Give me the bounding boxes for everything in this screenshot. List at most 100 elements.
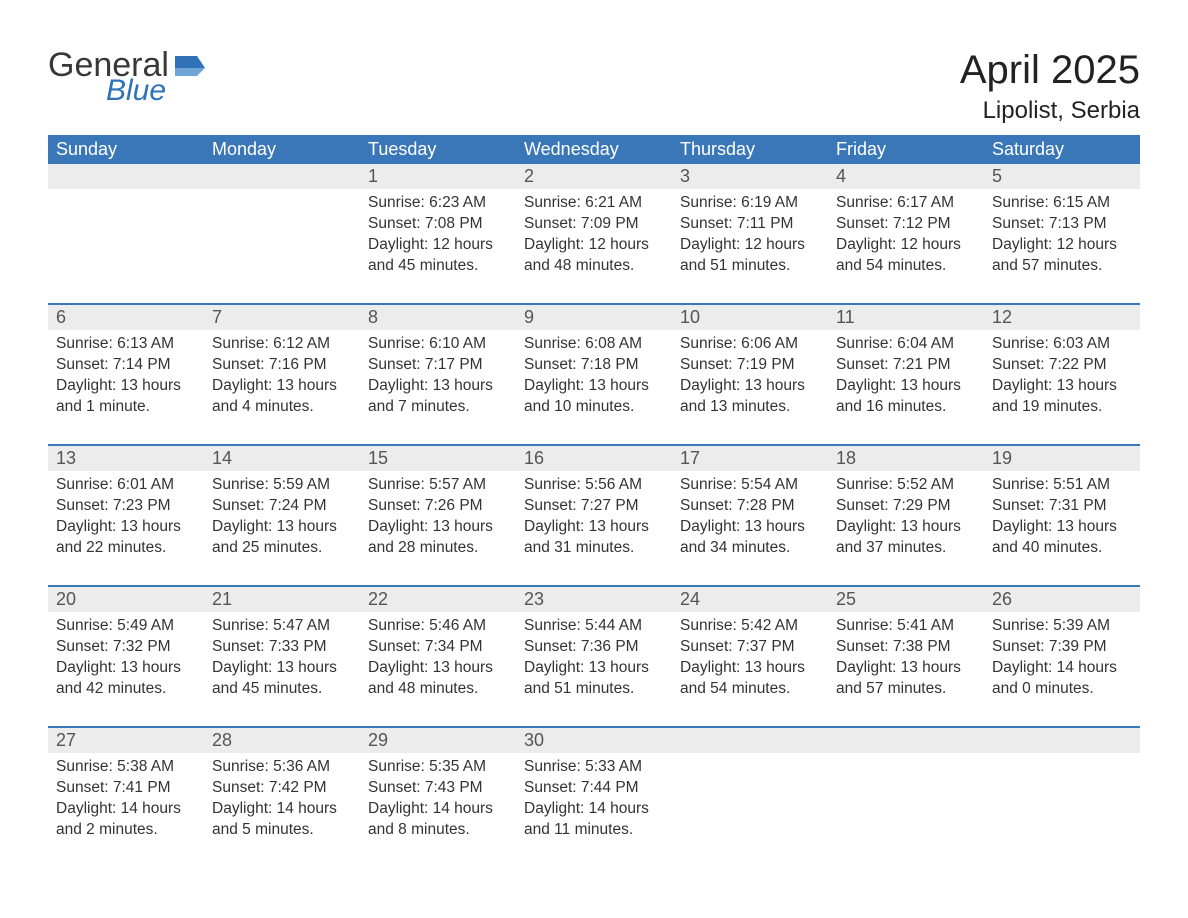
day-number: 25 xyxy=(828,587,984,612)
day-number: 21 xyxy=(204,587,360,612)
weekday-header: Monday xyxy=(204,135,360,164)
sunrise-line: Sunrise: 5:49 AM xyxy=(56,616,196,637)
day-number: 28 xyxy=(204,728,360,753)
weekday-header: Saturday xyxy=(984,135,1140,164)
day-number: 5 xyxy=(984,164,1140,189)
title-block: April 2025 Lipolist, Serbia xyxy=(960,48,1140,125)
day-number: 18 xyxy=(828,446,984,471)
daylight-line: Daylight: 13 hours and 28 minutes. xyxy=(368,517,508,559)
day-number xyxy=(984,728,1140,753)
logo: General Blue xyxy=(48,48,205,108)
calendar-cell: Sunrise: 6:10 AMSunset: 7:17 PMDaylight:… xyxy=(360,330,516,430)
daylight-line: Daylight: 13 hours and 10 minutes. xyxy=(524,376,664,418)
calendar-cell: Sunrise: 5:36 AMSunset: 7:42 PMDaylight:… xyxy=(204,753,360,853)
day-number: 24 xyxy=(672,587,828,612)
day-number: 12 xyxy=(984,305,1140,330)
sunset-line: Sunset: 7:32 PM xyxy=(56,637,196,658)
calendar-cell: Sunrise: 5:52 AMSunset: 7:29 PMDaylight:… xyxy=(828,471,984,571)
sunrise-line: Sunrise: 6:13 AM xyxy=(56,334,196,355)
sunrise-line: Sunrise: 5:54 AM xyxy=(680,475,820,496)
sunrise-line: Sunrise: 6:23 AM xyxy=(368,193,508,214)
day-number xyxy=(672,728,828,753)
calendar-cell: Sunrise: 5:49 AMSunset: 7:32 PMDaylight:… xyxy=(48,612,204,712)
calendar-cell: Sunrise: 5:51 AMSunset: 7:31 PMDaylight:… xyxy=(984,471,1140,571)
day-number: 20 xyxy=(48,587,204,612)
sunrise-line: Sunrise: 6:12 AM xyxy=(212,334,352,355)
sunrise-line: Sunrise: 5:47 AM xyxy=(212,616,352,637)
daylight-line: Daylight: 12 hours and 57 minutes. xyxy=(992,235,1132,277)
sunrise-line: Sunrise: 5:39 AM xyxy=(992,616,1132,637)
calendar-cell xyxy=(672,753,828,853)
day-number: 14 xyxy=(204,446,360,471)
sunrise-line: Sunrise: 6:03 AM xyxy=(992,334,1132,355)
calendar-cell: Sunrise: 5:38 AMSunset: 7:41 PMDaylight:… xyxy=(48,753,204,853)
day-number: 26 xyxy=(984,587,1140,612)
weekday-header: Wednesday xyxy=(516,135,672,164)
sunrise-line: Sunrise: 6:04 AM xyxy=(836,334,976,355)
sunset-line: Sunset: 7:29 PM xyxy=(836,496,976,517)
sunset-line: Sunset: 7:34 PM xyxy=(368,637,508,658)
day-number: 7 xyxy=(204,305,360,330)
calendar-cell: Sunrise: 6:21 AMSunset: 7:09 PMDaylight:… xyxy=(516,189,672,289)
sunset-line: Sunset: 7:21 PM xyxy=(836,355,976,376)
daylight-line: Daylight: 13 hours and 25 minutes. xyxy=(212,517,352,559)
day-number: 13 xyxy=(48,446,204,471)
daylight-line: Daylight: 14 hours and 5 minutes. xyxy=(212,799,352,841)
sunset-line: Sunset: 7:28 PM xyxy=(680,496,820,517)
day-number: 27 xyxy=(48,728,204,753)
calendar-week: 27282930Sunrise: 5:38 AMSunset: 7:41 PMD… xyxy=(48,726,1140,853)
day-number-row: 6789101112 xyxy=(48,305,1140,330)
day-number: 9 xyxy=(516,305,672,330)
day-number-row: 12345 xyxy=(48,164,1140,189)
daylight-line: Daylight: 13 hours and 7 minutes. xyxy=(368,376,508,418)
day-number: 15 xyxy=(360,446,516,471)
calendar-cell: Sunrise: 5:35 AMSunset: 7:43 PMDaylight:… xyxy=(360,753,516,853)
calendar: SundayMondayTuesdayWednesdayThursdayFrid… xyxy=(48,135,1140,853)
sunrise-line: Sunrise: 5:59 AM xyxy=(212,475,352,496)
calendar-week: 20212223242526Sunrise: 5:49 AMSunset: 7:… xyxy=(48,585,1140,712)
calendar-cell: Sunrise: 5:42 AMSunset: 7:37 PMDaylight:… xyxy=(672,612,828,712)
sunset-line: Sunset: 7:12 PM xyxy=(836,214,976,235)
sunset-line: Sunset: 7:36 PM xyxy=(524,637,664,658)
daylight-line: Daylight: 13 hours and 31 minutes. xyxy=(524,517,664,559)
sunset-line: Sunset: 7:23 PM xyxy=(56,496,196,517)
sunrise-line: Sunrise: 5:46 AM xyxy=(368,616,508,637)
daylight-line: Daylight: 12 hours and 48 minutes. xyxy=(524,235,664,277)
sunrise-line: Sunrise: 5:44 AM xyxy=(524,616,664,637)
day-number-row: 27282930 xyxy=(48,728,1140,753)
daylight-line: Daylight: 13 hours and 34 minutes. xyxy=(680,517,820,559)
sunset-line: Sunset: 7:38 PM xyxy=(836,637,976,658)
sunset-line: Sunset: 7:44 PM xyxy=(524,778,664,799)
sunrise-line: Sunrise: 5:57 AM xyxy=(368,475,508,496)
page-header: General Blue April 2025 Lipolist, Serbia xyxy=(48,48,1140,125)
sunset-line: Sunset: 7:27 PM xyxy=(524,496,664,517)
day-number: 23 xyxy=(516,587,672,612)
sunrise-line: Sunrise: 6:06 AM xyxy=(680,334,820,355)
sunrise-line: Sunrise: 5:38 AM xyxy=(56,757,196,778)
daylight-line: Daylight: 13 hours and 54 minutes. xyxy=(680,658,820,700)
day-number-row: 20212223242526 xyxy=(48,587,1140,612)
sunset-line: Sunset: 7:31 PM xyxy=(992,496,1132,517)
calendar-cell: Sunrise: 6:08 AMSunset: 7:18 PMDaylight:… xyxy=(516,330,672,430)
calendar-week: 6789101112Sunrise: 6:13 AMSunset: 7:14 P… xyxy=(48,303,1140,430)
calendar-cell: Sunrise: 6:04 AMSunset: 7:21 PMDaylight:… xyxy=(828,330,984,430)
day-number: 2 xyxy=(516,164,672,189)
weekday-header: Sunday xyxy=(48,135,204,164)
day-number: 10 xyxy=(672,305,828,330)
day-number-row: 13141516171819 xyxy=(48,446,1140,471)
daylight-line: Daylight: 13 hours and 1 minute. xyxy=(56,376,196,418)
calendar-cell: Sunrise: 6:17 AMSunset: 7:12 PMDaylight:… xyxy=(828,189,984,289)
sunrise-line: Sunrise: 6:10 AM xyxy=(368,334,508,355)
calendar-cell: Sunrise: 6:15 AMSunset: 7:13 PMDaylight:… xyxy=(984,189,1140,289)
calendar-week: 13141516171819Sunrise: 6:01 AMSunset: 7:… xyxy=(48,444,1140,571)
day-number: 4 xyxy=(828,164,984,189)
month-year: April 2025 xyxy=(960,48,1140,93)
sunrise-line: Sunrise: 5:41 AM xyxy=(836,616,976,637)
sunrise-line: Sunrise: 5:35 AM xyxy=(368,757,508,778)
day-number xyxy=(204,164,360,189)
sunrise-line: Sunrise: 6:17 AM xyxy=(836,193,976,214)
daylight-line: Daylight: 12 hours and 45 minutes. xyxy=(368,235,508,277)
daylight-line: Daylight: 13 hours and 16 minutes. xyxy=(836,376,976,418)
weekday-header: Thursday xyxy=(672,135,828,164)
daylight-line: Daylight: 13 hours and 37 minutes. xyxy=(836,517,976,559)
